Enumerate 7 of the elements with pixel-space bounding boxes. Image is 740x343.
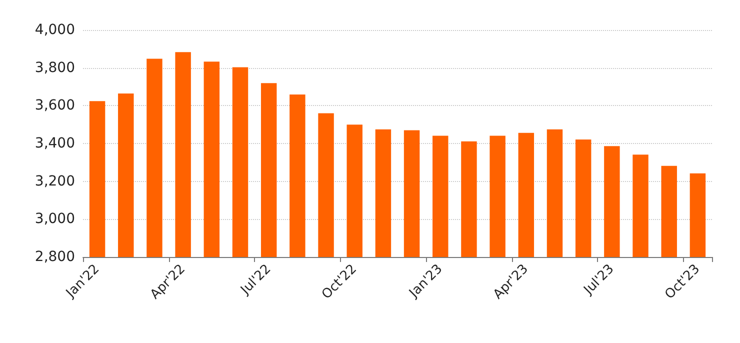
y-tick-label: 4,000 bbox=[34, 22, 75, 38]
y-tick-label: 3,600 bbox=[34, 98, 75, 114]
y-tick-label: 3,400 bbox=[34, 136, 75, 152]
y-tick-label: 2,800 bbox=[34, 249, 75, 265]
y-tick-label: 3,800 bbox=[34, 60, 75, 76]
y-tick-label: 3,200 bbox=[34, 173, 75, 190]
y-tick-label: 3,000 bbox=[34, 211, 75, 228]
